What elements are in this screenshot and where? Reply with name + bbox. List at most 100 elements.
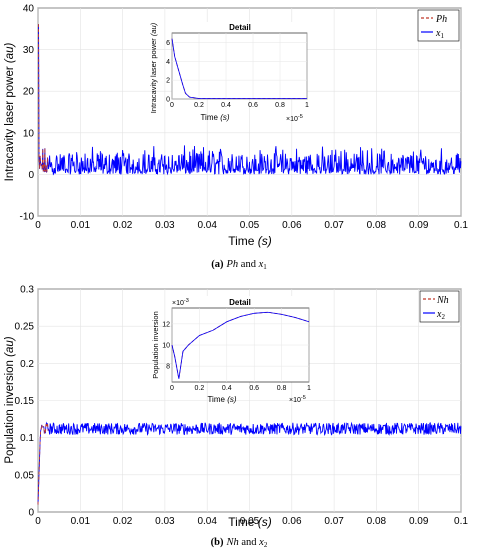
y-tick-label: 0 [28,508,34,519]
panel-a-inset-x-exponent: ×10-5 [286,114,303,123]
x-tick-label: 0 [35,220,41,231]
x-tick-label: 0.1 [454,516,468,527]
inset-y-tick-label: 6 [166,40,170,47]
panel-b-x-ticks: 0 0.01 0.02 0.03 0.04 0.05 0.06 0.07 0.08 0.09 0.1 [35,516,468,527]
series-line-Nh [37,421,49,505]
x-tick-label: 0.02 [113,220,133,231]
inset-y-tick-label: 12 [162,321,170,328]
x-tick-label: 0.1 [454,220,468,231]
panel-a-legend: Ph x1 [417,9,460,42]
panel-a-inset-x-label: Time (s) [200,113,229,122]
legend-label-x1: x1 [435,28,444,40]
y-tick-label: 0.05 [15,470,35,481]
panel-a-caption: (a) Ph and x1 [211,259,267,271]
y-tick-label: 0.25 [15,322,35,333]
x-tick-label: 0.07 [324,516,344,527]
panel-a-inset-y-label: Intracavity laser power (au) [149,22,158,113]
panel-b-inset-x-top-exponent: ×10-3 [172,298,189,307]
panel-a-y-ticks: -10 0 10 20 30 40 [20,4,35,223]
x-tick-label: 0.03 [155,220,175,231]
x-tick-label: 0 [35,516,41,527]
panel-a-inset: Detail 0 0.2 0.4 0.6 0.8 1 0 2 4 6 Time (s) ×10-5… [149,22,309,123]
legend-label-x2: x2 [436,309,445,321]
x-tick-label: 0.05 [240,220,260,231]
panel-b-inset-ticks: 0 0.2 0.4 0.6 0.8 1 8 10 12 [162,321,311,392]
inset-series-solid [171,38,307,99]
panel-b-inset-title: Detail [229,298,251,307]
panel-b-y-ticks: 0 0.05 0.1 0.15 0.2 0.25 0.3 [15,285,35,519]
panel-b-legend: Nh x2 [419,290,460,323]
y-tick-label: 0 [28,170,34,181]
series-line-Ph [38,24,49,173]
x-tick-label: 0.08 [367,516,387,527]
panel-a-inset-title: Detail [229,23,251,32]
inset-x-tick-label: 1 [307,385,311,392]
inset-x-tick-label: 0.4 [222,385,232,392]
panel-b-inset: ×10-3 Detail 0 0.2 0.4 0.6 0.8 1 8 10 12 Time (s… [151,296,311,404]
y-tick-label: 0.1 [20,433,34,444]
x-tick-label: 0.03 [155,516,175,527]
x-tick-label: 0.04 [197,516,217,527]
panel-b-chart: 0 0.05 0.1 0.15 0.2 0.25 0.3 0 0.01 0.02 0.03 0.04… [4,285,468,550]
inset-x-tick-label: 0.2 [195,385,205,392]
y-tick-label: 0.15 [15,396,35,407]
inset-series-solid [171,311,310,379]
panel-a-x-axis-label: Time (s) [228,234,272,248]
panel-a-data [38,24,462,176]
inset-x-tick-label: 1 [305,102,309,109]
x-tick-label: 0.01 [71,220,91,231]
inset-y-tick-label: 2 [166,78,170,85]
inset-x-tick-label: 0.6 [248,102,258,109]
panel-b-inset-x-exponent: ×10-5 [289,395,306,404]
inset-x-tick-label: 0.2 [194,102,204,109]
x-tick-label: 0.07 [324,220,344,231]
panel-b-x-axis-label: Time (s) [228,515,272,529]
x-tick-label: 0.09 [409,220,429,231]
inset-x-tick-label: 0 [170,102,174,109]
inset-x-tick-label: 0.6 [249,385,259,392]
panel-a-grid [37,7,462,217]
x-tick-label: 0.06 [282,516,302,527]
panel-a-inset-plot [171,32,308,100]
series-line-x2 [37,421,462,505]
y-tick-label: 10 [23,128,35,139]
series-line-x1 [38,24,462,176]
panel-b-inset-data [171,311,310,379]
y-tick-label: 40 [23,4,35,15]
inset-x-tick-label: 0.8 [277,385,287,392]
inset-y-tick-label: 0 [166,97,170,104]
panel-b-inset-x-label: Time (s) [207,395,236,404]
panel-a-inset-ticks: 0 0.2 0.4 0.6 0.8 1 0 2 4 6 [166,40,309,109]
panel-b-data [37,421,462,505]
panel-a-x-ticks: 0 0.01 0.02 0.03 0.04 0.05 0.06 0.07 0.08 0.09 0.1 [35,220,468,231]
inset-x-tick-label: 0.8 [275,102,285,109]
y-tick-label: 0.2 [20,359,34,370]
panel-b-grid [37,288,462,513]
legend-label-nh: Nh [436,295,449,306]
x-tick-label: 0.06 [282,220,302,231]
y-tick-label: 20 [23,87,35,98]
panel-b-caption: (b) Nh and x2 [211,537,268,549]
x-tick-label: 0.04 [197,220,217,231]
inset-y-tick-label: 4 [166,59,170,66]
legend-label-ph: Ph [435,14,447,25]
y-tick-label: 30 [23,45,35,56]
x-tick-label: 0.01 [71,516,91,527]
inset-x-tick-label: 0 [170,385,174,392]
x-tick-label: 0.05 [240,516,260,527]
y-tick-label: 0.3 [20,285,34,296]
x-tick-label: 0.09 [409,516,429,527]
panel-a-inset-data [171,38,307,99]
panel-a-inset-grid [171,33,308,100]
panel-b-inset-y-label: Population inversion [151,311,160,379]
inset-y-tick-label: 10 [162,343,170,350]
inset-x-tick-label: 0.4 [221,102,231,109]
panel-b-y-axis-label: Population inversion (au) [4,336,16,463]
panel-a-y-axis-label: Intracavity laser power (au) [4,42,16,181]
x-tick-label: 0.02 [113,516,133,527]
y-tick-label: -10 [20,212,35,223]
inset-y-tick-label: 8 [166,364,170,371]
x-tick-label: 0.08 [367,220,387,231]
